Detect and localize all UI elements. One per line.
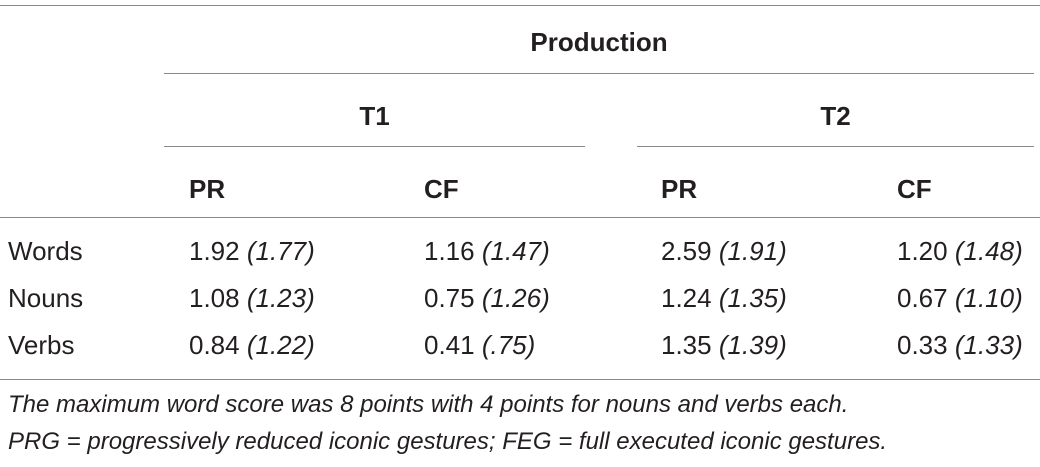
production-rule [164,73,1034,74]
cell-verbs-t1-pr: 0.84 (1.22) [189,330,315,360]
cell-verbs-t2-pr: 1.35 (1.39) [661,330,787,360]
table-top-rule [0,5,1040,6]
header-t1-cf: CF [424,174,459,204]
header-t1-pr: PR [189,174,226,204]
header-t1: T1 [359,101,390,131]
cell-verbs-t1-cf: 0.41 (.75) [424,330,536,360]
cell-verbs-t2-cf: 0.33 (1.33) [897,330,1023,360]
footnote-line-2: PRG = progressively reduced iconic gestu… [8,428,888,455]
cell-nouns-t1-cf: 0.75 (1.26) [424,283,550,313]
cell-nouns-t2-cf: 0.67 (1.10) [897,283,1023,313]
cell-words-t1-cf: 1.16 (1.47) [424,236,550,266]
footnote-line-1: The maximum word score was 8 points with… [8,391,849,418]
cell-words-t2-pr: 2.59 (1.91) [661,236,787,266]
cell-words-t1-pr: 1.92 (1.77) [189,236,315,266]
row-label-words: Words [8,236,83,266]
table-bottom-rule [0,379,1040,380]
cell-words-t2-cf: 1.20 (1.48) [897,236,1023,266]
row-label-nouns: Nouns [8,283,84,313]
header-production: Production [530,27,668,57]
t2-rule [637,146,1034,147]
header-t2-cf: CF [897,174,932,204]
header-t2: T2 [820,101,851,131]
t1-rule [164,146,585,147]
cell-nouns-t1-pr: 1.08 (1.23) [189,283,315,313]
cell-nouns-t2-pr: 1.24 (1.35) [661,283,787,313]
row-label-verbs: Verbs [8,330,75,360]
header-t2-pr: PR [661,174,698,204]
header-bottom-rule [0,217,1040,218]
